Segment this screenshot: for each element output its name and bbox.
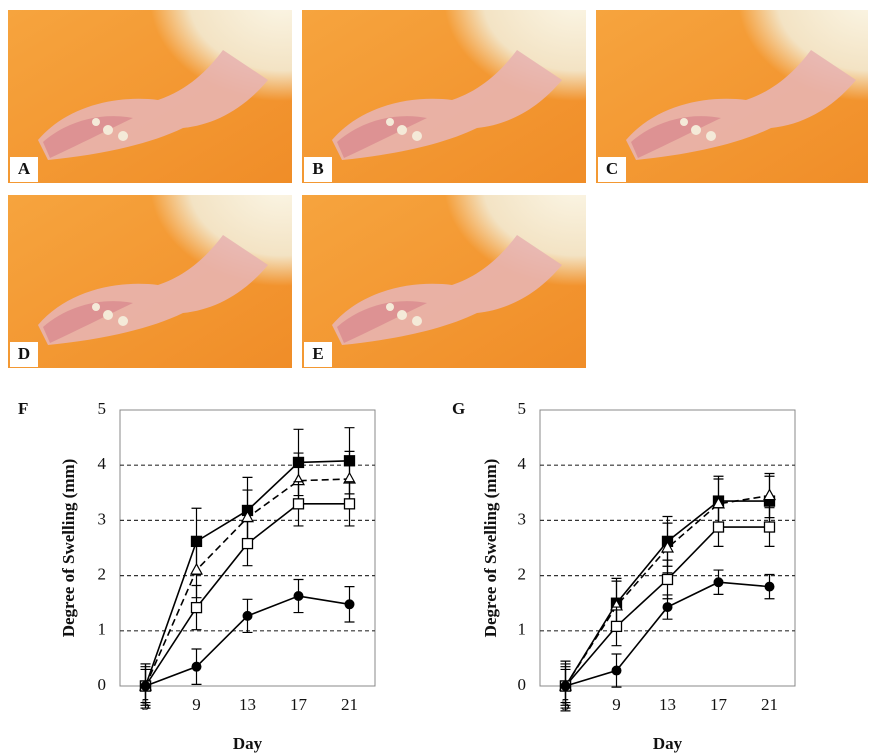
photo-panel: C bbox=[596, 0, 872, 183]
y-tick-label: 4 bbox=[518, 454, 527, 473]
x-tick-label: 13 bbox=[659, 695, 676, 714]
photo bbox=[8, 0, 348, 183]
y-axis-title: Degree of Swelling (mm) bbox=[59, 459, 78, 638]
y-tick-label: 0 bbox=[98, 675, 107, 694]
x-tick-label: 21 bbox=[761, 695, 778, 714]
photo-panel: B bbox=[302, 0, 642, 183]
x-tick-label: 17 bbox=[710, 695, 728, 714]
panel-label: D bbox=[18, 344, 30, 363]
marker bbox=[714, 578, 723, 587]
y-tick-label: 2 bbox=[518, 565, 527, 584]
marker bbox=[192, 603, 202, 613]
panel-label: A bbox=[18, 159, 31, 178]
x-axis-title: Day bbox=[653, 734, 683, 753]
marker bbox=[561, 682, 570, 691]
marker bbox=[192, 662, 201, 671]
x-tick-label: 9 bbox=[612, 695, 621, 714]
y-tick-label: 1 bbox=[518, 620, 527, 639]
x-tick-label: 17 bbox=[290, 695, 308, 714]
marker bbox=[612, 621, 622, 631]
marker bbox=[765, 582, 774, 591]
marker bbox=[764, 490, 775, 500]
marker bbox=[243, 611, 252, 620]
marker bbox=[294, 592, 303, 601]
x-tick-label: 13 bbox=[239, 695, 256, 714]
y-tick-label: 2 bbox=[98, 565, 107, 584]
marker bbox=[345, 600, 354, 609]
marker bbox=[663, 603, 672, 612]
y-tick-label: 1 bbox=[98, 620, 107, 639]
x-tick-label: 9 bbox=[192, 695, 201, 714]
y-tick-label: 5 bbox=[98, 399, 107, 418]
marker bbox=[663, 574, 673, 584]
photo-panel: A bbox=[8, 0, 348, 183]
y-tick-label: 3 bbox=[98, 509, 107, 528]
x-tick-label: 21 bbox=[341, 695, 358, 714]
panel-label: F bbox=[18, 399, 28, 418]
marker bbox=[612, 666, 621, 675]
panel-label: G bbox=[452, 399, 465, 418]
marker bbox=[243, 539, 253, 549]
y-tick-label: 5 bbox=[518, 399, 527, 418]
photo bbox=[302, 0, 642, 183]
marker bbox=[765, 522, 775, 532]
panel-label: B bbox=[312, 159, 323, 178]
x-axis-title: Day bbox=[233, 734, 263, 753]
photo bbox=[596, 0, 872, 183]
marker bbox=[714, 522, 724, 532]
marker bbox=[141, 682, 150, 691]
marker bbox=[345, 499, 355, 509]
panel-label: C bbox=[606, 159, 618, 178]
page: {"photo_panels": ["A", "B", "C", "D", "E… bbox=[0, 0, 872, 754]
marker bbox=[294, 499, 304, 509]
y-tick-label: 4 bbox=[98, 454, 107, 473]
y-axis-title: Degree of Swelling (mm) bbox=[481, 459, 500, 638]
y-tick-label: 3 bbox=[518, 509, 527, 528]
panel-label: E bbox=[312, 344, 323, 363]
y-tick-label: 0 bbox=[518, 675, 527, 694]
figure: ABCDEF01234559131721DayDegree of Swellin… bbox=[0, 0, 872, 754]
